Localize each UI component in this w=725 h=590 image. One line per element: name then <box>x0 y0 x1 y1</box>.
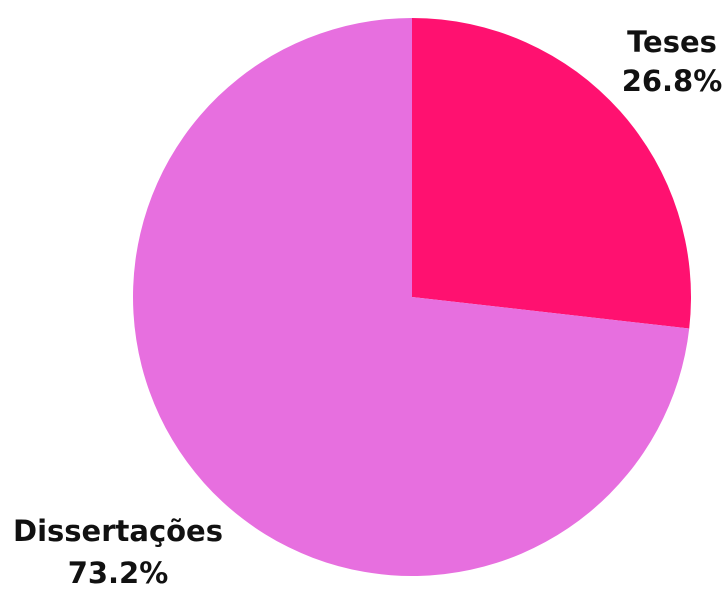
pie-slices <box>133 18 692 576</box>
pie-slice-dissertacoes <box>133 18 690 576</box>
slice-label-teses: Teses <box>627 25 717 59</box>
slice-value-teses: 26.8% <box>622 64 723 98</box>
pie-slice-teses <box>412 18 692 329</box>
slice-label-dissertacoes: Dissertações <box>13 514 223 548</box>
slice-value-dissertacoes: 73.2% <box>68 556 169 586</box>
